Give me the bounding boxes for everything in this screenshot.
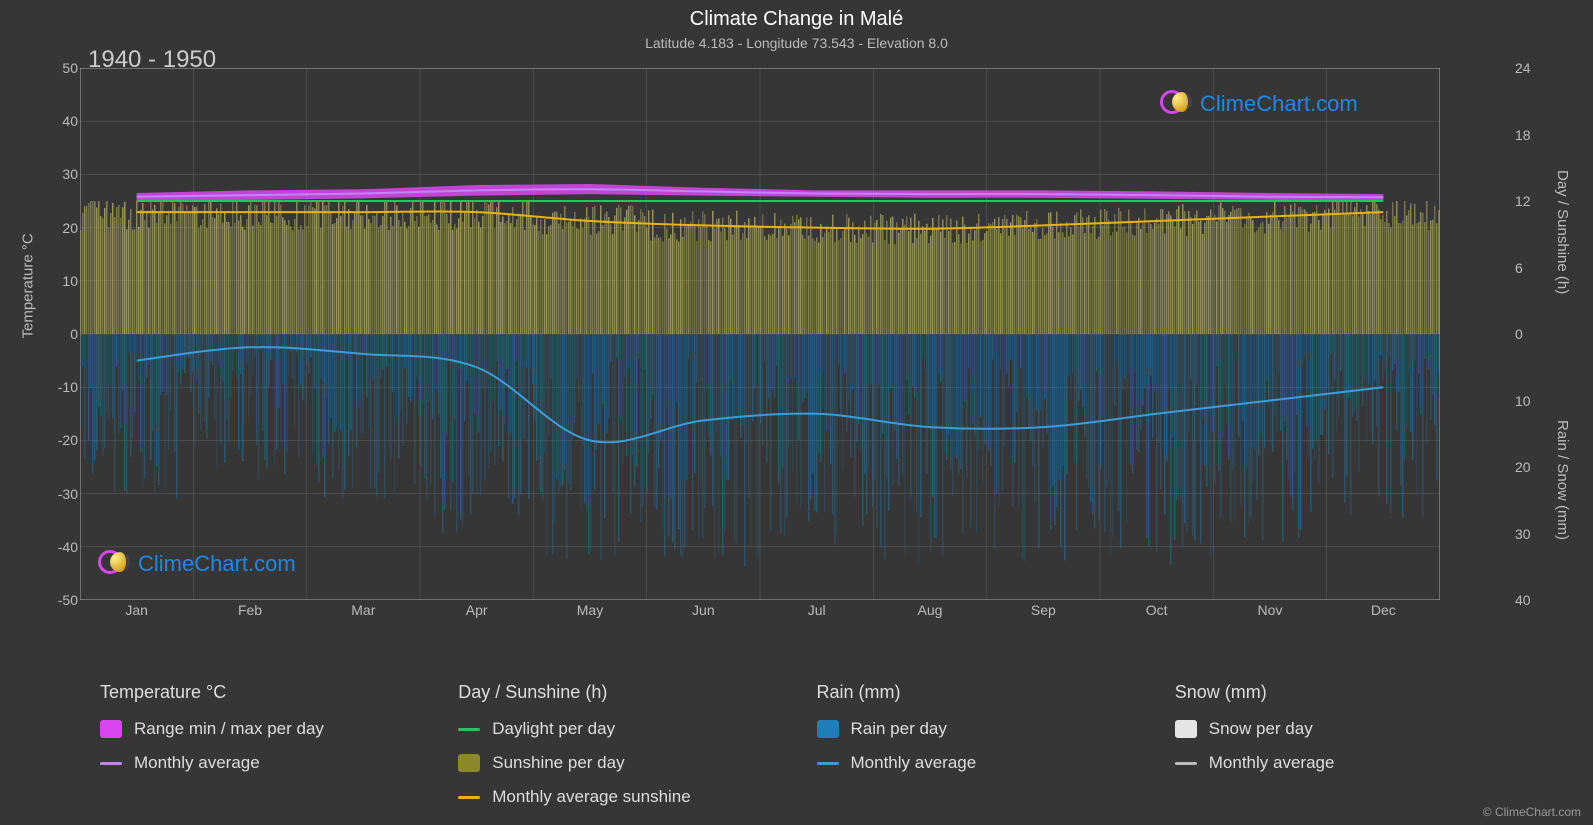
y-tick-left: -10 bbox=[48, 379, 78, 395]
watermark-logo-icon bbox=[98, 548, 130, 580]
legend-swatch-icon bbox=[1175, 720, 1197, 738]
legend-label: Range min / max per day bbox=[134, 719, 324, 739]
watermark-text: ClimeChart.com bbox=[1200, 91, 1358, 117]
title-block: Climate Change in Malé Latitude 4.183 - … bbox=[0, 0, 1593, 51]
legend-label: Snow per day bbox=[1209, 719, 1313, 739]
watermark-top: ClimeChart.com bbox=[1160, 88, 1358, 120]
y-tick-left: 10 bbox=[48, 273, 78, 289]
legend-line-icon bbox=[817, 762, 839, 765]
y-tick-left: -40 bbox=[48, 539, 78, 555]
legend-group: Temperature °C Range min / max per day Mon… bbox=[100, 682, 418, 807]
x-tick: Feb bbox=[238, 602, 262, 618]
y-axis-left-label: Temperature °C bbox=[20, 233, 37, 338]
y-tick-right: 10 bbox=[1515, 393, 1545, 409]
legend-label: Monthly average bbox=[851, 753, 977, 773]
y-tick-right: 24 bbox=[1515, 60, 1545, 76]
x-tick: Dec bbox=[1371, 602, 1396, 618]
y-axis-right-top-label: Day / Sunshine (h) bbox=[1554, 170, 1571, 294]
legend-item: Monthly average sunshine bbox=[458, 787, 776, 807]
y-tick-left: 20 bbox=[48, 220, 78, 236]
x-tick: Nov bbox=[1258, 602, 1283, 618]
legend-item: Monthly average bbox=[100, 753, 418, 773]
y-tick-right: 0 bbox=[1515, 326, 1545, 342]
legend-line-icon bbox=[458, 728, 480, 731]
plot-svg bbox=[80, 68, 1440, 600]
y-tick-left: 0 bbox=[48, 326, 78, 342]
legend-header: Snow (mm) bbox=[1175, 682, 1493, 703]
x-tick: May bbox=[577, 602, 603, 618]
x-tick: Oct bbox=[1146, 602, 1168, 618]
chart-container: Climate Change in Malé Latitude 4.183 - … bbox=[0, 0, 1593, 825]
watermark-logo-icon bbox=[1160, 88, 1192, 120]
chart-subtitle: Latitude 4.183 - Longitude 73.543 - Elev… bbox=[0, 35, 1593, 51]
y-tick-right: 12 bbox=[1515, 193, 1545, 209]
y-tick-right: 40 bbox=[1515, 592, 1545, 608]
legend-line-icon bbox=[1175, 762, 1197, 765]
x-tick: Aug bbox=[918, 602, 943, 618]
legend-line-icon bbox=[100, 762, 122, 765]
x-tick: Jul bbox=[808, 602, 826, 618]
legend-item: Rain per day bbox=[817, 719, 1135, 739]
y-tick-left: 40 bbox=[48, 113, 78, 129]
chart-title: Climate Change in Malé bbox=[0, 8, 1593, 31]
legend-group: Rain (mm) Rain per day Monthly average bbox=[817, 682, 1135, 807]
y-tick-left: -50 bbox=[48, 592, 78, 608]
legend-item: Sunshine per day bbox=[458, 753, 776, 773]
legend-swatch-icon bbox=[458, 754, 480, 772]
legend-header: Day / Sunshine (h) bbox=[458, 682, 776, 703]
x-tick: Jun bbox=[692, 602, 715, 618]
watermark-text: ClimeChart.com bbox=[138, 551, 296, 577]
legend-item: Daylight per day bbox=[458, 719, 776, 739]
legend: Temperature °C Range min / max per day Mon… bbox=[100, 682, 1493, 807]
x-tick: Sep bbox=[1031, 602, 1056, 618]
y-tick-left: -20 bbox=[48, 432, 78, 448]
legend-swatch-icon bbox=[817, 720, 839, 738]
legend-label: Sunshine per day bbox=[492, 753, 624, 773]
legend-label: Rain per day bbox=[851, 719, 947, 739]
legend-group: Snow (mm) Snow per day Monthly average bbox=[1175, 682, 1493, 807]
plot-area bbox=[80, 68, 1440, 600]
y-tick-left: -30 bbox=[48, 486, 78, 502]
y-tick-right: 20 bbox=[1515, 459, 1545, 475]
y-axis-right-bottom-label: Rain / Snow (mm) bbox=[1554, 420, 1571, 540]
y-tick-left: 30 bbox=[48, 166, 78, 182]
y-tick-left: 50 bbox=[48, 60, 78, 76]
y-tick-right: 6 bbox=[1515, 260, 1545, 276]
legend-item: Range min / max per day bbox=[100, 719, 418, 739]
legend-group: Day / Sunshine (h) Daylight per day Sunshi… bbox=[458, 682, 776, 807]
legend-label: Monthly average bbox=[1209, 753, 1335, 773]
legend-header: Rain (mm) bbox=[817, 682, 1135, 703]
legend-label: Daylight per day bbox=[492, 719, 615, 739]
y-tick-right: 30 bbox=[1515, 526, 1545, 542]
legend-line-icon bbox=[458, 796, 480, 799]
legend-header: Temperature °C bbox=[100, 682, 418, 703]
legend-swatch-icon bbox=[100, 720, 122, 738]
legend-item: Snow per day bbox=[1175, 719, 1493, 739]
legend-item: Monthly average bbox=[1175, 753, 1493, 773]
watermark-bottom: ClimeChart.com bbox=[98, 548, 296, 580]
legend-item: Monthly average bbox=[817, 753, 1135, 773]
y-tick-right: 18 bbox=[1515, 127, 1545, 143]
x-tick: Jan bbox=[125, 602, 148, 618]
legend-label: Monthly average bbox=[134, 753, 260, 773]
x-tick: Apr bbox=[466, 602, 488, 618]
legend-label: Monthly average sunshine bbox=[492, 787, 690, 807]
copyright-text: © ClimeChart.com bbox=[1483, 805, 1581, 819]
x-tick: Mar bbox=[351, 602, 375, 618]
